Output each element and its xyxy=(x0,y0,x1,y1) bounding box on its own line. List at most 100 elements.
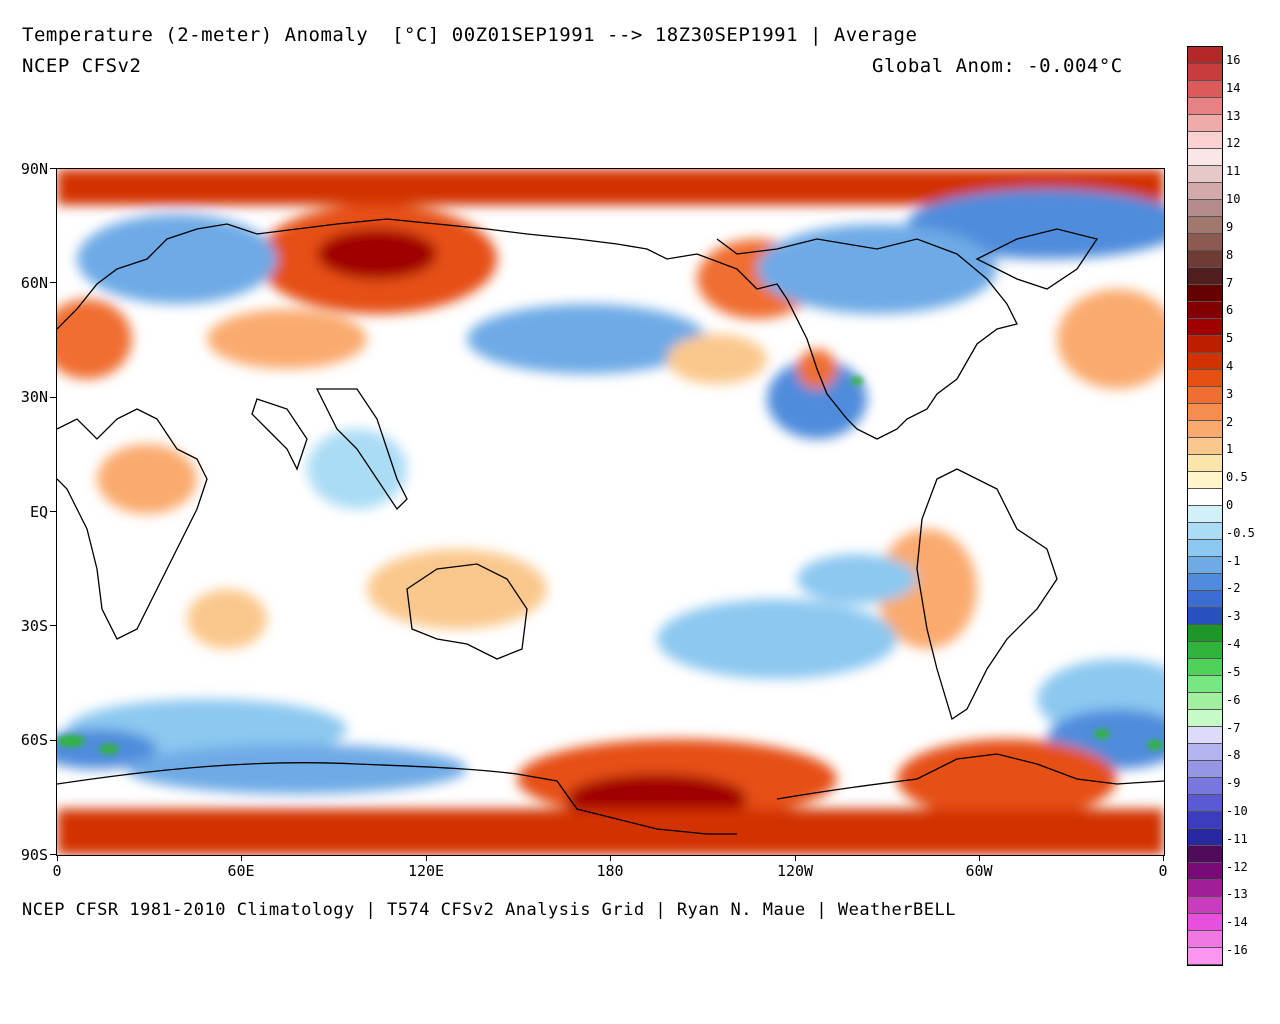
colorbar-cell xyxy=(1188,353,1222,370)
lon-label-180: 180 xyxy=(596,862,624,880)
colorbar-cell xyxy=(1188,880,1222,897)
colorbar-label: 11 xyxy=(1226,164,1241,179)
lon-tick xyxy=(795,855,796,861)
lat-label-60s: 60S xyxy=(20,731,48,749)
extreme-cold-spots xyxy=(57,377,1163,754)
colorbar-cell xyxy=(1188,778,1222,795)
colorbar-label: 12 xyxy=(1226,136,1241,151)
lat-label-eq: EQ xyxy=(29,503,48,521)
model-name: NCEP CFSv2 xyxy=(22,55,142,77)
lon-label-120e: 120E xyxy=(407,862,445,880)
lat-tick xyxy=(50,168,56,169)
lon-tick xyxy=(426,855,427,861)
colorbar-cell xyxy=(1188,234,1222,251)
colorbar-cell xyxy=(1188,285,1222,302)
colorbar-label: 2 xyxy=(1226,414,1234,429)
colorbar-label: 4 xyxy=(1226,358,1234,373)
colorbar-label: 0 xyxy=(1226,498,1234,512)
colorbar-label: 10 xyxy=(1226,192,1241,207)
anomaly-map-svg xyxy=(57,169,1164,855)
colorbar-label: -0.5 xyxy=(1226,525,1255,540)
lat-tick xyxy=(50,625,56,626)
colorbar-label: -3 xyxy=(1226,609,1241,624)
lat-tick xyxy=(50,511,56,512)
colorbar-label: 8 xyxy=(1226,247,1234,262)
colorbar-cell xyxy=(1188,47,1222,64)
lon-tick xyxy=(610,855,611,861)
colorbar-label: 3 xyxy=(1226,386,1234,401)
colorbar-cell xyxy=(1188,574,1222,591)
colorbar-cell xyxy=(1188,914,1222,931)
colorbar-cell xyxy=(1188,948,1222,965)
lon-label-60w: 60W xyxy=(965,862,993,880)
colorbar-cell xyxy=(1188,336,1222,353)
colorbar-label: 14 xyxy=(1226,80,1241,95)
colorbar-cell xyxy=(1188,693,1222,710)
colorbar-label: -6 xyxy=(1226,692,1241,707)
colorbar-cell xyxy=(1188,540,1222,557)
colorbar-cell xyxy=(1188,591,1222,608)
colorbar-cell xyxy=(1188,829,1222,846)
colorbar-label: -16 xyxy=(1226,943,1248,957)
colorbar-cell xyxy=(1188,761,1222,778)
colorbar-cell xyxy=(1188,812,1222,829)
colorbar-cell xyxy=(1188,897,1222,914)
colorbar-cell xyxy=(1188,132,1222,149)
colorbar-cell xyxy=(1188,523,1222,540)
colorbar-label: -8 xyxy=(1226,748,1241,763)
lon-tick xyxy=(241,855,242,861)
colorbar xyxy=(1187,46,1223,966)
lat-tick xyxy=(50,282,56,283)
colorbar-label: -14 xyxy=(1226,915,1248,930)
colorbar-cell xyxy=(1188,115,1222,132)
colorbar-label: 6 xyxy=(1226,303,1234,318)
colorbar-cell xyxy=(1188,268,1222,285)
colorbar-cell xyxy=(1188,863,1222,880)
colorbar-label: -13 xyxy=(1226,887,1248,902)
colorbar-label: 1 xyxy=(1226,442,1234,457)
colorbar-cell xyxy=(1188,506,1222,523)
colorbar-cell xyxy=(1188,149,1222,166)
lon-label-60e: 60E xyxy=(227,862,255,880)
colorbar-cell xyxy=(1188,81,1222,98)
anomaly-map xyxy=(56,168,1165,856)
map-title: Temperature (2-meter) Anomaly [°C] 00Z01… xyxy=(22,24,918,46)
lat-label-60n: 60N xyxy=(20,274,48,292)
colorbar-cell xyxy=(1188,302,1222,319)
colorbar-label: 13 xyxy=(1226,108,1241,123)
colorbar-cell xyxy=(1188,710,1222,727)
lon-label-120w: 120W xyxy=(776,862,814,880)
lon-tick xyxy=(57,855,58,861)
colorbar-label: -12 xyxy=(1226,859,1248,874)
colorbar-label: -11 xyxy=(1226,831,1248,846)
colorbar-label: 0.5 xyxy=(1226,470,1248,485)
colorbar-label: -5 xyxy=(1226,664,1241,679)
colorbar-cell xyxy=(1188,64,1222,81)
lat-label-90s: 90S xyxy=(20,846,48,864)
colorbar-label: -4 xyxy=(1226,637,1241,652)
colorbar-cell xyxy=(1188,489,1222,506)
colorbar-cell xyxy=(1188,455,1222,472)
lat-label-30n: 30N xyxy=(20,388,48,406)
footer-credits: NCEP CFSR 1981-2010 Climatology | T574 C… xyxy=(22,900,956,920)
lon-tick xyxy=(979,855,980,861)
colorbar-cell xyxy=(1188,98,1222,115)
colorbar-cell xyxy=(1188,387,1222,404)
colorbar-cell xyxy=(1188,931,1222,948)
coastlines xyxy=(57,218,1164,835)
colorbar-label: 7 xyxy=(1226,275,1234,290)
colorbar-label: -1 xyxy=(1226,553,1241,568)
colorbar-cell xyxy=(1188,166,1222,183)
colorbar-cell xyxy=(1188,183,1222,200)
lon-label-0-east: 0 xyxy=(1158,862,1168,880)
lat-tick xyxy=(50,740,56,741)
colorbar-cell xyxy=(1188,370,1222,387)
colorbar-cell xyxy=(1188,625,1222,642)
colorbar-cell xyxy=(1188,251,1222,268)
colorbar-label: 9 xyxy=(1226,219,1234,234)
colorbar-label: 5 xyxy=(1226,331,1234,346)
colorbar-label: -10 xyxy=(1226,803,1248,818)
colorbar-cell xyxy=(1188,846,1222,863)
colorbar-label: 16 xyxy=(1226,53,1241,67)
lat-tick xyxy=(50,854,56,855)
